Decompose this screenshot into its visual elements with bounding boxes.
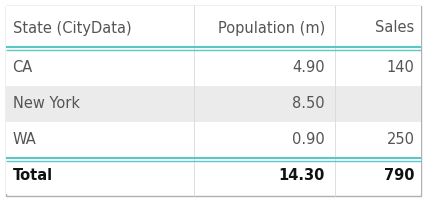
FancyBboxPatch shape [6,6,420,196]
Text: 790: 790 [383,168,414,183]
Bar [6,158,420,194]
Text: CA: CA [12,61,33,76]
Text: 0.90: 0.90 [291,133,324,147]
Bar [6,86,420,122]
Text: 14.30: 14.30 [278,168,324,183]
Bar [6,6,420,50]
Text: WA: WA [12,133,36,147]
Text: Total: Total [12,168,52,183]
Text: New York: New York [12,97,79,112]
Text: State (CityData): State (CityData) [12,20,131,36]
Bar [6,50,420,86]
Text: 250: 250 [386,133,414,147]
Bar [6,122,420,158]
Text: 140: 140 [386,61,414,76]
Text: Population (m): Population (m) [217,20,324,36]
Text: 4.90: 4.90 [291,61,324,76]
Text: Sales: Sales [374,20,414,36]
Text: 8.50: 8.50 [291,97,324,112]
